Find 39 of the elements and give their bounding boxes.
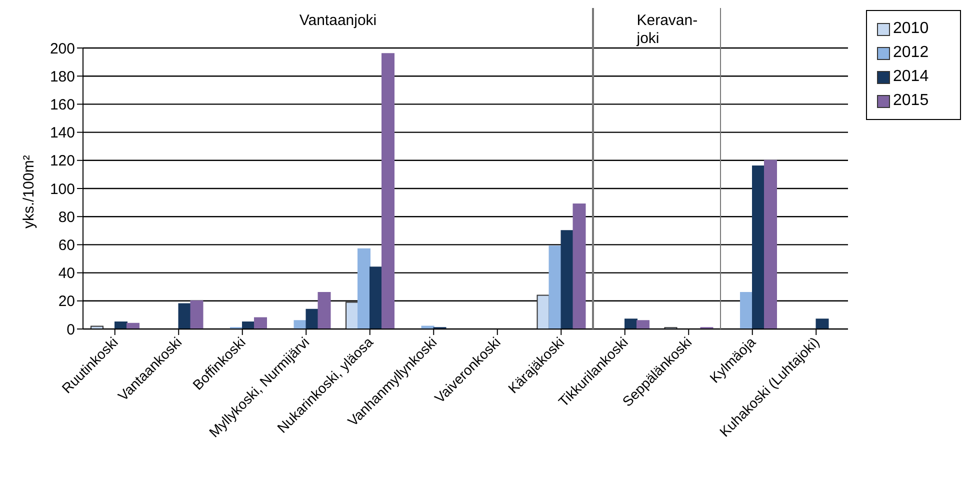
legend-label: 2010 — [893, 19, 929, 39]
legend-label: 2015 — [893, 91, 929, 111]
y-axis-title: yks./100m² — [20, 155, 38, 228]
text: Vantaanjoki — [298, 12, 378, 30]
bar — [752, 166, 765, 329]
bar — [178, 303, 192, 329]
y-tick-label: 180 — [50, 68, 75, 86]
bar — [190, 300, 204, 329]
bar — [318, 292, 331, 329]
bar — [346, 302, 358, 329]
y-tick-label: 60 — [58, 237, 75, 254]
y-tick-label: 80 — [58, 208, 75, 226]
y-tick-label: 0 — [66, 321, 75, 338]
legend-label: 2012 — [893, 43, 929, 63]
text: Keravan- joki — [635, 12, 699, 48]
bar — [560, 230, 574, 329]
bar — [126, 322, 140, 329]
bar — [764, 160, 777, 329]
bar — [536, 294, 550, 329]
y-tick-label: 160 — [50, 96, 75, 114]
bar — [382, 53, 394, 329]
y-tick-label: 200 — [50, 40, 75, 58]
y-tick-label: 40 — [58, 265, 75, 282]
bar — [816, 318, 829, 329]
y-tick-label: 140 — [50, 124, 75, 142]
bar — [740, 292, 753, 329]
bar — [358, 248, 370, 329]
bar — [254, 317, 267, 329]
y-tick-label: 120 — [50, 152, 75, 170]
bar — [306, 308, 319, 329]
bar — [548, 246, 562, 329]
bar — [624, 318, 638, 329]
bar — [90, 326, 104, 329]
bar — [370, 266, 382, 329]
y-tick-label: 20 — [58, 293, 75, 310]
y-tick-label: 100 — [50, 180, 75, 198]
bar — [572, 203, 586, 329]
legend-label: 2014 — [893, 67, 929, 87]
bar — [636, 320, 650, 329]
